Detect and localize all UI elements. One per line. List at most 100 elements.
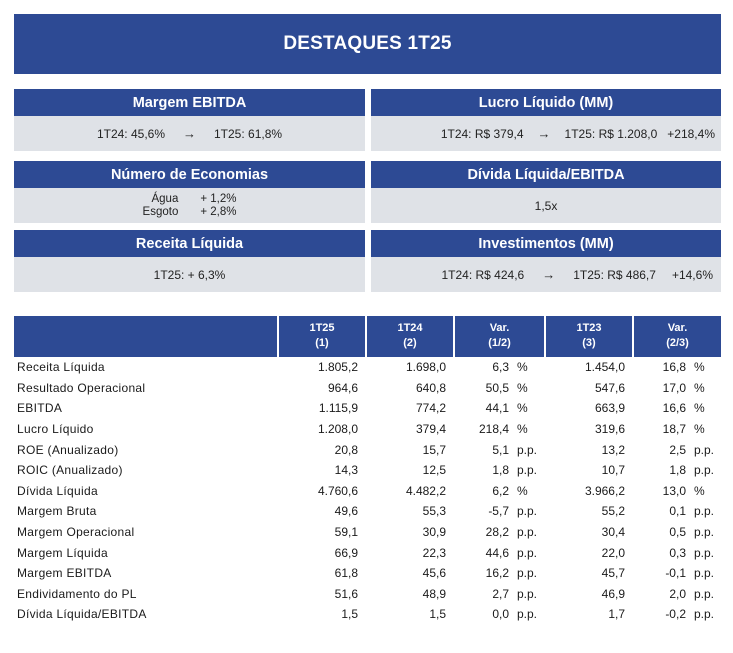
table-row: EBITDA 1.115,9 774,2 44,1% 663,9 16,6% [14,398,721,419]
value-1t25: 66,9 [334,545,358,560]
table-header-blank [14,316,278,357]
value-1t23: 663,9 [594,401,625,416]
variation-1-2: 5,1 [492,442,509,457]
variation-2-3: 13,0 [662,483,686,498]
table-row: Resultado Operacional 964,6 640,8 50,5% 547,… [14,378,721,399]
value-1t24: 15,7 [422,442,446,457]
table-row: Dívida Líquida 4.760,6 4.482,2 6,2% 3.966,2 1… [14,481,721,502]
value-1t25: 61,8 [334,566,358,581]
growth-value: 1T25: + 6,3% [153,267,226,282]
variation-2-3-unit: p.p. [694,525,715,540]
value-1t25: 49,6 [334,504,358,519]
value-1t24: 48,9 [422,586,446,601]
value-1t24: 30,9 [422,525,446,540]
card-title: Margem EBITDA [14,89,365,116]
card-divida-ebitda: Dívida Líquida/EBITDA 1,5x [371,161,721,223]
value-1t23: 319,6 [594,422,625,437]
value-1t23: 30,4 [601,525,625,540]
value-1t24: 4.482,2 [405,483,446,498]
card-title: Número de Economias [14,161,365,188]
row-label: Margem Bruta [17,504,97,519]
card-investimentos: Investimentos (MM) 1T24: R$ 424,6 → 1T25… [371,230,721,292]
variation-2-3: 18,7 [662,422,686,437]
variation-1-2: 0,0 [492,607,509,622]
value-1t24: 379,4 [415,422,446,437]
variation-1-2: 28,2 [485,525,509,540]
value-1t24: 12,5 [422,463,446,478]
col-header-1t25: 1T25 (1) [277,316,366,357]
variation-2-3: -0,1 [665,566,686,581]
value-1t25: 51,6 [334,586,358,601]
value-1t23: 10,7 [601,463,625,478]
value-1t25: 1.805,2 [278,355,366,378]
variation-1-2: 50,5 [485,380,509,395]
variation-2-3: 16,6 [662,401,686,416]
previous-value: 1T24: 45,6% [96,126,165,141]
variation-2-3-unit: % [694,483,705,498]
value-1t25: 964,6 [327,380,358,395]
row-label: Margem Operacional [17,525,135,540]
ratio-value: 1,5x [534,198,558,213]
variation-2-3: 0,1 [669,504,686,519]
variation-1-2: 44,1 [485,401,509,416]
card-margem-ebitda: Margem EBITDA 1T24: 45,6% → 1T25: 61,8% [14,89,365,151]
variation-2-3-unit: p.p. [694,504,715,519]
value-1t23: 3.966,2 [584,483,625,498]
value-1t23: 1.454,0 [545,355,633,378]
agua-label: Água [151,193,179,205]
variation-1-2: -5,7 [488,504,509,519]
table-row: Margem Bruta 49,6 55,3 -5,7 p.p. 55,2 0,1 p.p. [14,501,721,522]
variation-2-3: 16,8 [633,355,686,378]
row-label: ROIC (Anualizado) [17,463,123,478]
variation-2-3-unit: % [694,422,705,437]
arrow-right-icon: → [183,126,196,141]
table-row: Margem Operacional 59,1 30,9 28,2 p.p. 30,4 0,… [14,522,721,543]
variation-1-2: 1,8 [492,463,509,478]
variation-1-2: 44,6 [485,545,509,560]
row-label: Resultado Operacional [17,380,146,395]
table-row: Lucro Líquido 1.208,0 379,4 218,4% 319,6 18,7… [14,419,721,440]
col-header-var-1-2: Var. (1/2) [453,316,545,357]
value-1t25: 14,3 [334,463,358,478]
value-1t23: 55,2 [601,504,625,519]
variation-1-2-unit: % [517,483,528,498]
page-title: DESTAQUES 1T25 [14,14,721,74]
value-1t24: 640,8 [415,380,446,395]
card-lucro-liquido: Lucro Líquido (MM) 1T24: R$ 379,4 → 1T25… [371,89,721,151]
variation-1-2-unit: % [517,380,528,395]
table-header-row: 1T25 (1) 1T24 (2) Var. (1/2) 1T23 (3) Var. (2… [14,316,721,357]
arrow-right-icon: → [537,126,551,141]
variation-1-2: 2,7 [492,586,509,601]
highlights-table: 1T25 (1) 1T24 (2) Var. (1/2) 1T23 (3) Var. (2… [14,316,721,625]
variation-1-2: 16,2 [485,566,509,581]
current-value: 1T25: R$ 1.208,0 [564,126,658,141]
variation-1-2-unit: % [517,422,528,437]
value-1t23: 13,2 [601,442,625,457]
row-label: Margem EBITDA [17,566,112,581]
table-row: Margem EBITDA 61,8 45,6 16,2 p.p. 45,7 -0,1 p.p… [14,563,721,584]
row-label: Endividamento do PL [17,586,137,601]
variation-1-2: 218,4 [478,422,509,437]
variation-1-2-unit: p.p. [517,545,538,560]
variation-2-3-unit: p.p. [694,463,715,478]
variation-1-2-unit: p.p. [517,504,538,519]
value-1t25: 4.760,6 [317,483,358,498]
variation-2-3: 0,3 [669,545,686,560]
card-title: Investimentos (MM) [371,230,721,257]
current-value: 1T25: R$ 486,7 [573,267,656,282]
variation-2-3-unit: % [694,380,705,395]
row-label: Receita Líquida [14,355,278,378]
value-1t24: 774,2 [415,401,446,416]
value-1t25: 59,1 [334,525,358,540]
variation-2-3: 2,5 [669,442,686,457]
row-label: Dívida Líquida [17,483,98,498]
row-label: Margem Líquida [17,545,108,560]
current-value: 1T25: 61,8% [214,126,283,141]
esgoto-label: Esgoto [142,206,179,218]
variation-1-2: 6,2 [492,483,509,498]
variation-2-3-unit: p.p. [694,566,715,581]
table-row: Dívida Líquida/EBITDA 1,5 1,5 0,0 p.p. 1,7 -0,… [14,604,721,625]
variation-2-3: 2,0 [669,586,686,601]
value-1t25: 1,5 [341,607,358,622]
value-1t23: 547,6 [594,380,625,395]
